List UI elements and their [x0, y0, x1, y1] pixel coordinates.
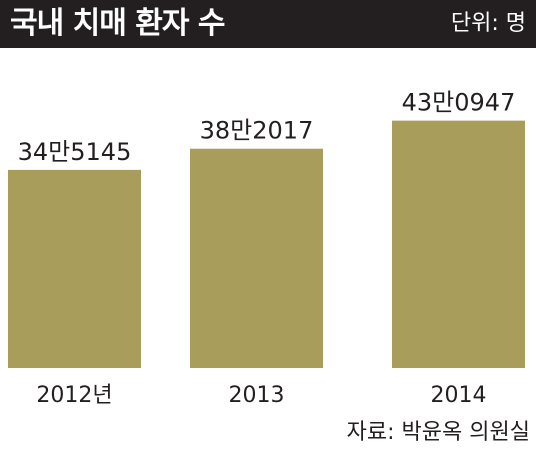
bar-2: [392, 120, 525, 369]
source-note: 자료: 박윤옥 의원실: [346, 420, 530, 445]
data-label-2: 43만0947: [402, 89, 516, 117]
category-label-2: 2014: [431, 383, 487, 408]
bar-plot: 34만5145 2012년 38만2017 2013 43만0947 2014: [8, 89, 525, 408]
chart-header: 국내 치매 환자 수 단위: 명: [0, 0, 536, 48]
data-label-1: 38만2017: [200, 117, 314, 145]
data-label-0: 34만5145: [18, 138, 132, 166]
category-label-0: 2012년: [36, 383, 112, 408]
bar-0: [8, 169, 141, 368]
chart-title: 국내 치매 환자 수: [10, 6, 226, 41]
category-label-1: 2013: [229, 383, 285, 408]
bar-1: [190, 148, 323, 368]
unit-label: 단위: 명: [450, 11, 526, 36]
